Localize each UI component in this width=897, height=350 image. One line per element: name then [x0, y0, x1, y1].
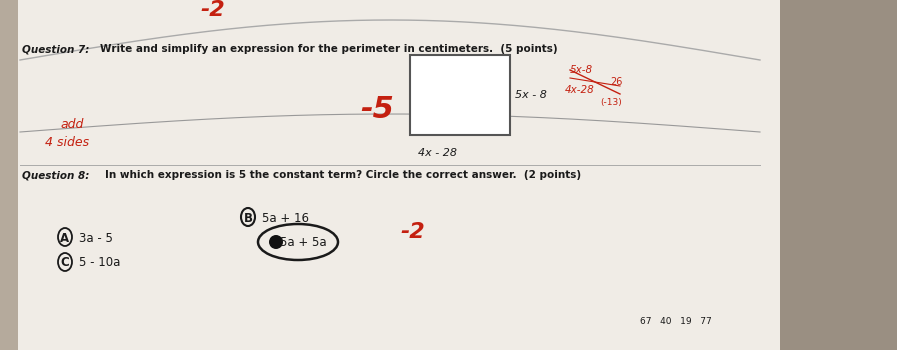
Text: 67   40   19   77: 67 40 19 77 [640, 317, 711, 327]
Text: 5 - 10a: 5 - 10a [79, 257, 120, 270]
Text: 4x - 28: 4x - 28 [418, 148, 457, 158]
Ellipse shape [269, 235, 283, 249]
Text: add: add [60, 119, 83, 132]
Text: 5a + 5a: 5a + 5a [280, 237, 327, 250]
Text: A: A [60, 231, 70, 245]
Text: 4 sides: 4 sides [45, 136, 89, 149]
Bar [410, 55, 510, 135]
Text: 3a - 5: 3a - 5 [79, 231, 113, 245]
Text: 5x - 8: 5x - 8 [515, 90, 547, 100]
Text: Question 7:: Question 7: [22, 44, 90, 54]
Bar [0, 0, 18, 350]
Text: In which expression is 5 the constant term? Circle the correct answer.  (2 point: In which expression is 5 the constant te… [105, 170, 581, 180]
Text: 5a + 16: 5a + 16 [262, 211, 309, 224]
Text: B: B [243, 211, 252, 224]
Text: 26: 26 [610, 77, 623, 87]
Text: (-13): (-13) [600, 98, 622, 107]
Bar [780, 0, 897, 350]
Text: Write and simplify an expression for the perimeter in centimeters.  (5 points): Write and simplify an expression for the… [100, 44, 558, 54]
Text: C: C [61, 257, 69, 270]
Text: -2: -2 [400, 222, 425, 242]
Text: -5: -5 [360, 96, 394, 125]
Text: 4x-28: 4x-28 [565, 85, 595, 95]
Bar [0, 0, 780, 350]
Text: -2: -2 [200, 0, 225, 20]
Text: Question 8:: Question 8: [22, 170, 90, 180]
Text: 5x-8: 5x-8 [570, 65, 593, 75]
